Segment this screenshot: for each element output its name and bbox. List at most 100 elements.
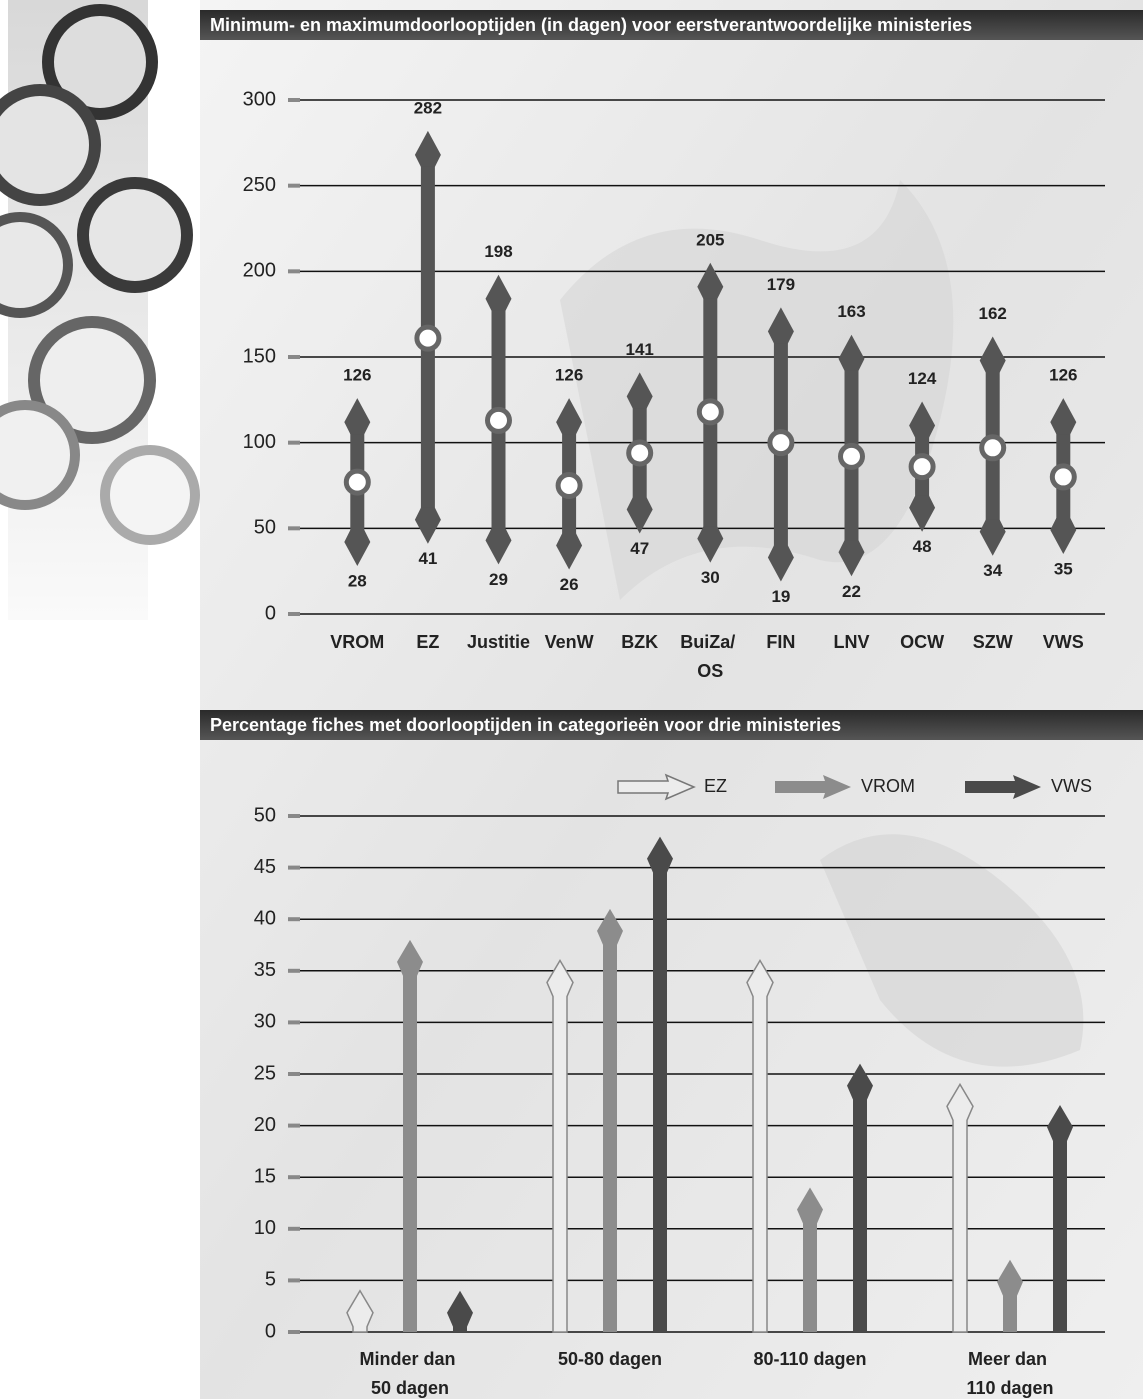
- max-arrowhead: [979, 336, 1006, 373]
- max-arrowhead: [414, 130, 441, 167]
- x-tick-label: BuiZa/ OS: [680, 632, 740, 681]
- max-label: 198: [484, 242, 512, 261]
- min-label: 30: [701, 568, 720, 587]
- min-label: 48: [913, 537, 932, 556]
- y-tick-label: 250: [243, 174, 276, 196]
- max-arrowhead: [1050, 398, 1077, 435]
- min-arrowhead: [485, 528, 512, 565]
- max-arrowhead: [767, 307, 794, 344]
- max-label: 141: [626, 340, 654, 359]
- max-label: 163: [837, 302, 865, 321]
- arrow-bar: [797, 1187, 823, 1332]
- min-label: 34: [983, 561, 1002, 580]
- y-tick-label: 0: [265, 602, 276, 624]
- title-bar: [200, 10, 1143, 40]
- x-tick-label: Justitie: [467, 632, 530, 652]
- mean-marker: [555, 472, 583, 499]
- min-arrowhead: [838, 540, 865, 577]
- arrow-bar: [647, 836, 673, 1332]
- min-label: 19: [771, 587, 790, 606]
- min-arrowhead: [626, 497, 653, 534]
- min-arrowhead: [414, 507, 441, 544]
- arrow-bar: [746, 959, 774, 1333]
- background: [200, 0, 1143, 1399]
- x-tick-label: VROM: [330, 632, 384, 652]
- max-label: 205: [696, 230, 724, 249]
- max-arrowhead: [344, 398, 371, 435]
- y-tick-label: 45: [254, 856, 276, 878]
- y-tick-label: 0: [265, 1320, 276, 1342]
- mean-marker: [979, 434, 1007, 462]
- y-tick-label: 50: [254, 804, 276, 826]
- y-tick-label: 100: [243, 431, 276, 453]
- max-label: 179: [767, 275, 795, 294]
- y-tick-label: 30: [254, 1011, 276, 1033]
- x-tick-label: LNV: [834, 632, 870, 652]
- legend-label: VWS: [1051, 776, 1092, 796]
- arrow-bar: [546, 959, 574, 1333]
- y-tick-label: 10: [254, 1217, 276, 1239]
- chart-title: Minimum- en maximumdoorlooptijden (in da…: [210, 15, 972, 35]
- x-tick-label: FIN: [766, 632, 795, 652]
- x-tick-label: Minder dan 50 dagen: [359, 1349, 460, 1398]
- legend-label: EZ: [704, 776, 727, 796]
- max-label: 126: [343, 366, 371, 385]
- y-tick-label: 50: [254, 517, 276, 539]
- y-tick-label: 150: [243, 345, 276, 367]
- x-tick-label: SZW: [973, 632, 1013, 652]
- arrow-bar: [346, 1289, 374, 1333]
- min-arrowhead: [1050, 518, 1077, 555]
- mean-marker: [1049, 463, 1077, 491]
- mean-marker: [838, 442, 865, 470]
- mean-marker: [343, 468, 371, 496]
- y-tick-label: 300: [243, 88, 276, 110]
- arrow-bar: [1047, 1104, 1073, 1332]
- min-label: 35: [1054, 560, 1073, 579]
- arrow-bar: [847, 1063, 873, 1332]
- x-tick-label: OCW: [900, 632, 944, 652]
- min-label: 47: [630, 539, 649, 558]
- x-tick-label: Meer dan 110 dagen: [966, 1349, 1053, 1398]
- title-bar: [200, 710, 1143, 740]
- legend-swatch: [617, 773, 696, 801]
- max-arrowhead: [697, 262, 724, 299]
- chart-title: Percentage fiches met doorlooptijden in …: [210, 715, 841, 735]
- y-tick-label: 200: [243, 260, 276, 282]
- min-label: 41: [418, 549, 437, 568]
- arrow-bar: [447, 1290, 473, 1332]
- min-label: 28: [348, 572, 367, 591]
- max-arrowhead: [485, 274, 512, 311]
- y-tick-label: 35: [254, 959, 276, 981]
- mean-marker: [414, 324, 442, 352]
- mean-marker: [696, 398, 724, 426]
- x-tick-label: VenW: [545, 632, 594, 652]
- min-arrowhead: [344, 530, 371, 567]
- y-tick-label: 25: [254, 1062, 276, 1084]
- mean-marker: [485, 406, 512, 434]
- min-arrowhead: [556, 533, 583, 570]
- arrow-bar: [397, 939, 423, 1332]
- min-label: 29: [489, 570, 508, 589]
- y-tick-label: 5: [265, 1269, 276, 1291]
- max-label: 162: [979, 304, 1007, 323]
- max-arrowhead: [838, 334, 865, 371]
- clock-strip: [0, 0, 200, 620]
- min-label: 26: [560, 575, 579, 594]
- max-label: 282: [414, 98, 442, 117]
- min-arrowhead: [697, 526, 724, 563]
- arrow-bar: [597, 908, 623, 1332]
- x-tick-label: VWS: [1043, 632, 1084, 652]
- y-tick-label: 20: [254, 1114, 276, 1136]
- arrow-bar: [997, 1259, 1023, 1332]
- y-tick-label: 40: [254, 907, 276, 929]
- x-tick-label: 80-110 dagen: [753, 1349, 866, 1369]
- min-arrowhead: [767, 545, 794, 582]
- min-arrowhead: [979, 519, 1006, 556]
- max-label: 126: [1049, 366, 1077, 385]
- arrow-bar: [946, 1082, 974, 1333]
- min-arrowhead: [909, 495, 936, 532]
- legend-label: VROM: [861, 776, 915, 796]
- mean-marker: [767, 429, 795, 457]
